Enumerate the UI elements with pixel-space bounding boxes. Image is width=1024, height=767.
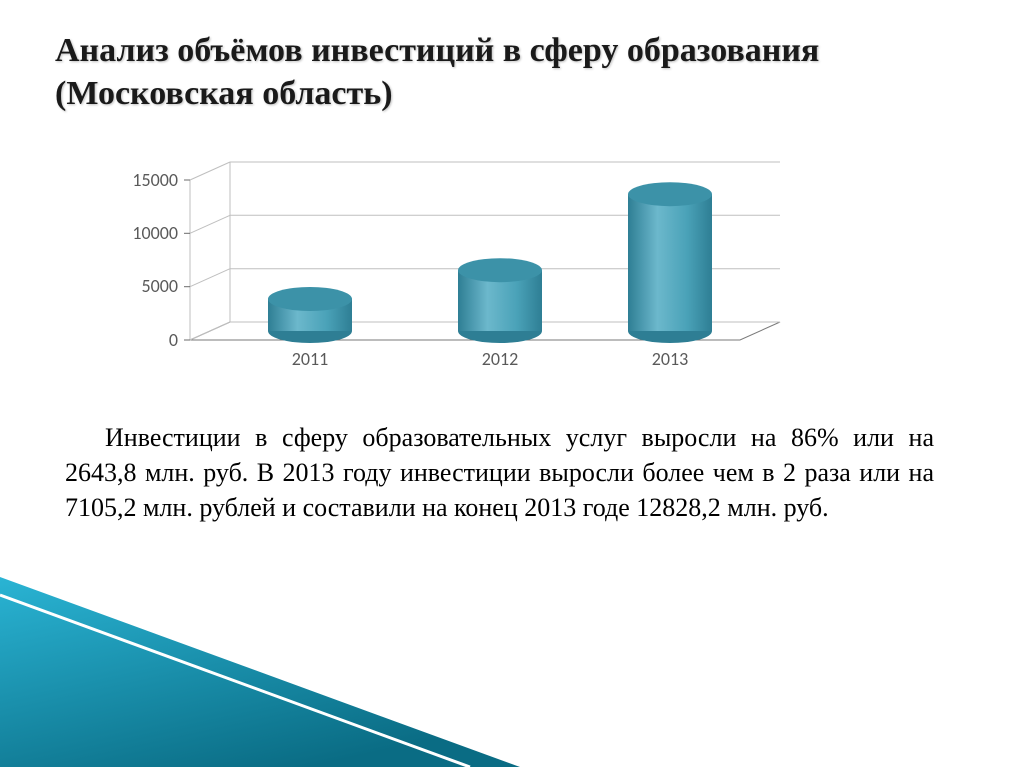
bar-2012 (458, 258, 542, 343)
ytick-2: 10000 (132, 222, 178, 244)
bar-2013 (628, 182, 712, 343)
decorative-wedge (0, 577, 520, 767)
xtick-0: 2011 (292, 348, 329, 370)
ytick-0: 0 (169, 329, 178, 351)
y-axis-labels: 0 5000 10000 15000 (132, 169, 178, 351)
investment-chart: 0 5000 10000 15000 (100, 150, 820, 380)
xtick-1: 2012 (482, 348, 519, 370)
chart-svg: 0 5000 10000 15000 (100, 150, 820, 380)
ytick-3: 15000 (132, 169, 178, 191)
xtick-2: 2013 (652, 348, 689, 370)
bar-2011 (268, 287, 352, 343)
ytick-1: 5000 (142, 275, 179, 297)
description-paragraph: Инвестиции в сферу образовательных услуг… (65, 420, 934, 525)
x-axis-labels: 2011 2012 2013 (292, 348, 689, 370)
slide-title: Анализ объёмов инвестиций в сферу образо… (55, 30, 904, 115)
